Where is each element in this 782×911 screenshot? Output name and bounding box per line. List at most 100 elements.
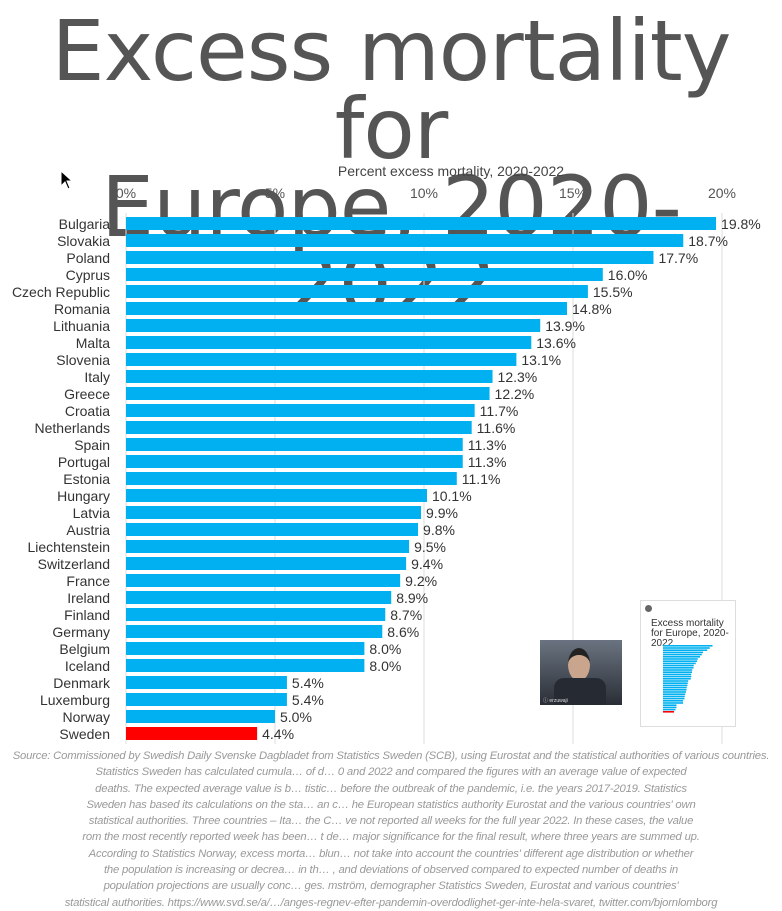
chart-subtitle: Percent excess mortality, 2020-2022 [337, 163, 565, 179]
data-label: 11.3% [468, 454, 507, 470]
title-line-1: Excess mortality for [51, 2, 732, 178]
bar [126, 574, 401, 587]
bar [126, 659, 365, 672]
video-thumbnail[interactable]: ⓘ erzuwaji [540, 640, 622, 705]
bar [126, 251, 654, 264]
bar [126, 727, 258, 740]
data-label: 14.8% [572, 301, 612, 317]
category-label: Latvia [73, 505, 111, 521]
category-label: Liechtenstein [27, 539, 110, 555]
data-label: 5.4% [292, 675, 324, 691]
category-label: Luxemburg [40, 692, 110, 708]
data-label: 8.9% [396, 590, 428, 606]
category-label: Finland [64, 607, 110, 623]
bar [126, 489, 427, 502]
category-label: Netherlands [35, 420, 111, 436]
mini-bar [663, 702, 683, 704]
category-label: Estonia [63, 471, 110, 487]
data-label: 4.4% [262, 726, 294, 742]
bar [126, 302, 568, 315]
bar [126, 676, 287, 689]
data-label: 5.0% [280, 709, 312, 725]
mini-bar [663, 693, 686, 695]
mini-bar [663, 684, 688, 687]
mini-bar [663, 697, 685, 700]
mini-bar [663, 673, 692, 676]
bar [126, 557, 407, 570]
mini-bar [663, 653, 702, 656]
mini-bar [663, 660, 697, 662]
embedded-tweet-image[interactable]: Excess mortality for Europe, 2020-2022 [640, 600, 736, 727]
mini-bar [663, 686, 687, 689]
data-label: 8.0% [369, 641, 401, 657]
data-label: 19.8% [721, 216, 761, 232]
mini-bar [663, 656, 700, 658]
tweet-chart-title: Excess mortality for Europe, 2020-2022 [651, 618, 729, 649]
source-line: rom the most recently reported week has … [82, 831, 700, 844]
mini-bar [663, 664, 694, 667]
mini-bar [663, 689, 687, 691]
video-caption: ⓘ erzuwaji [543, 698, 568, 704]
data-label: 11.7% [480, 403, 519, 419]
data-label: 17.7% [658, 250, 698, 266]
person-body [554, 678, 606, 705]
source-line: statistical authorities. https://www.svd… [64, 896, 718, 909]
bar [126, 506, 422, 519]
category-label: Lithuania [53, 318, 110, 334]
category-label: Austria [66, 522, 110, 538]
x-tick-label: 0% [116, 185, 136, 201]
category-label: Denmark [53, 675, 111, 691]
source-line: statistical authorities. Three countries… [88, 815, 694, 828]
data-label: 8.0% [369, 658, 401, 674]
x-tick-label: 15% [559, 185, 587, 201]
category-label: Bulgaria [59, 216, 111, 232]
bar [126, 455, 463, 468]
category-label: Slovenia [56, 352, 110, 368]
source-line: According to Statistics Norway, excess m… [88, 847, 694, 860]
category-label: Switzerland [38, 556, 110, 572]
data-label: 9.2% [405, 573, 437, 589]
data-label: 11.1% [462, 471, 501, 487]
bar [126, 421, 472, 434]
data-label: 5.4% [292, 692, 324, 708]
mini-bar [663, 691, 686, 693]
source-line: deaths. The expected average value is b…… [95, 782, 687, 795]
data-label: 18.7% [688, 233, 728, 249]
category-label: Ireland [67, 590, 110, 606]
data-label: 13.1% [521, 352, 561, 368]
mini-bar [663, 678, 691, 680]
category-label: Croatia [65, 403, 110, 419]
bar [126, 438, 463, 451]
mini-bar [663, 669, 693, 671]
mini-bar [663, 658, 698, 660]
bar [126, 370, 493, 383]
x-tick-label: 20% [708, 185, 736, 201]
avatar [645, 605, 652, 612]
bar [126, 217, 717, 230]
mini-bar [663, 682, 688, 684]
data-label: 12.2% [495, 386, 535, 402]
category-label: Norway [63, 709, 110, 725]
bar [126, 234, 684, 247]
mini-bar [663, 645, 713, 647]
mini-bar [663, 695, 685, 698]
mini-bar [663, 680, 689, 682]
data-label: 8.7% [390, 607, 422, 623]
mini-bar [663, 704, 677, 706]
mini-bar [663, 662, 696, 665]
category-label: Belgium [59, 641, 110, 657]
mini-bar [663, 708, 676, 711]
bar [126, 353, 517, 366]
source-line: Source: Commissioned by Swedish Daily Sv… [12, 750, 770, 762]
bar [126, 625, 383, 638]
category-label: Hungary [57, 488, 110, 504]
bar [126, 523, 419, 536]
category-label: Greece [64, 386, 110, 402]
source-line: Statistics Sweden has calculated cumula…… [95, 766, 687, 779]
data-label: 8.6% [387, 624, 419, 640]
data-label: 9.9% [426, 505, 458, 521]
mini-bar [663, 675, 692, 678]
bar [126, 336, 532, 349]
category-label: Iceland [65, 658, 110, 674]
data-label: 11.3% [468, 437, 507, 453]
